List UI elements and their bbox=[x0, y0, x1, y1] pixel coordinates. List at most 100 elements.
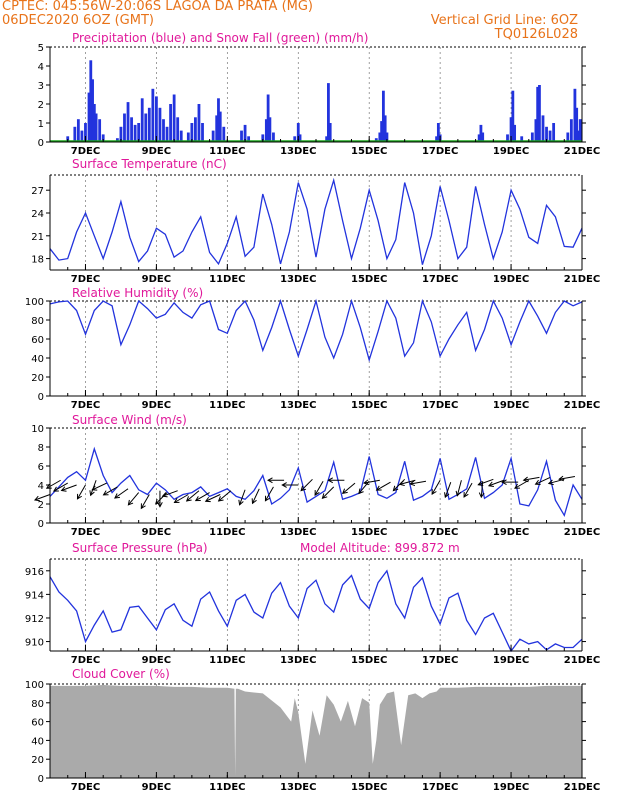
precip-bar bbox=[548, 130, 552, 142]
precip-bar bbox=[123, 113, 126, 142]
wind-arrow-head bbox=[157, 502, 163, 508]
wind-arrow bbox=[535, 476, 551, 485]
y-tick-label: 912 bbox=[25, 614, 44, 625]
precip-bar bbox=[328, 123, 332, 142]
wind-arrow bbox=[431, 480, 441, 495]
panel-3 bbox=[33, 427, 586, 524]
panel-title: Cloud Cover (%) bbox=[72, 667, 170, 681]
precip-bar bbox=[137, 123, 141, 142]
y-tick-label: 5 bbox=[38, 43, 44, 54]
precip-bar bbox=[186, 132, 190, 142]
x-tick-label: 9DEC bbox=[142, 655, 171, 666]
precip-bar bbox=[84, 123, 87, 142]
header-grid-note: Vertical Grid Line: 6OZ bbox=[430, 13, 578, 28]
x-tick-label: 19DEC bbox=[493, 400, 529, 411]
x-tick-label: 11DEC bbox=[209, 655, 245, 666]
header-code: TQ0126L028 bbox=[494, 27, 578, 42]
x-tick-label: 19DEC bbox=[493, 782, 529, 793]
wind-arrow bbox=[127, 492, 140, 506]
precip-bar bbox=[266, 94, 270, 142]
precip-bar bbox=[91, 79, 94, 142]
wind-arrow-head bbox=[76, 493, 82, 500]
precip-bar bbox=[130, 117, 133, 142]
wind-arrow-head bbox=[114, 493, 120, 499]
wind-arrow-head bbox=[89, 490, 95, 497]
x-tick-label: 21DEC bbox=[564, 146, 600, 157]
precip-bar bbox=[126, 102, 130, 142]
wind-arrow bbox=[456, 480, 462, 496]
y-tick-label: 914 bbox=[25, 590, 44, 601]
x-tick-label: 17DEC bbox=[422, 655, 458, 666]
x-tick-label: 21DEC bbox=[564, 655, 600, 666]
x-tick-label: 9DEC bbox=[142, 274, 171, 285]
x-tick-label: 13DEC bbox=[280, 146, 316, 157]
precip-bar bbox=[573, 88, 577, 142]
x-tick-label: 11DEC bbox=[209, 146, 245, 157]
wind-arrow-head bbox=[375, 485, 382, 491]
precip-bar bbox=[374, 138, 378, 142]
precip-bar bbox=[506, 134, 509, 142]
precip-bar bbox=[293, 136, 297, 142]
x-tick-label: 7DEC bbox=[71, 274, 100, 285]
y-tick-label: 80 bbox=[31, 699, 44, 710]
wind-arrow bbox=[162, 490, 178, 497]
y-tick-label: 3 bbox=[38, 81, 44, 92]
series-line bbox=[49, 177, 583, 266]
x-tick-label: 19DEC bbox=[493, 527, 529, 538]
y-tick-label: 10 bbox=[31, 424, 44, 435]
x-tick-label: 13DEC bbox=[280, 655, 316, 666]
wind-arrow bbox=[53, 482, 68, 492]
precip-bar bbox=[261, 134, 265, 142]
precip-bar bbox=[172, 94, 176, 142]
precip-bar bbox=[101, 134, 105, 142]
wind-arrow bbox=[174, 494, 189, 503]
precip-bar bbox=[268, 117, 272, 142]
precip-bar bbox=[151, 88, 155, 142]
x-tick-label: 7DEC bbox=[71, 400, 100, 411]
y-tick-label: 18 bbox=[31, 255, 44, 266]
x-tick-label: 11DEC bbox=[209, 782, 245, 793]
precip-bar bbox=[243, 124, 247, 142]
wind-arrow bbox=[300, 478, 313, 491]
wind-arrow-head bbox=[444, 492, 450, 499]
wind-arrow-head bbox=[102, 490, 109, 496]
wind-arrow-head bbox=[173, 497, 180, 504]
wind-arrow-head bbox=[264, 495, 270, 502]
y-tick-label: 0 bbox=[38, 774, 44, 785]
precip-bar bbox=[385, 132, 389, 142]
y-tick-label: 1 bbox=[38, 119, 44, 130]
wind-arrow-head bbox=[487, 481, 494, 487]
precip-bar bbox=[158, 107, 162, 142]
precip-bar bbox=[577, 130, 580, 142]
wind-arrow-head bbox=[534, 479, 541, 485]
precip-bar bbox=[378, 132, 382, 142]
wind-arrow bbox=[103, 486, 118, 496]
precip-bar bbox=[536, 86, 540, 142]
y-tick-label: 100 bbox=[25, 680, 44, 691]
wind-arrow bbox=[46, 479, 61, 489]
x-tick-label: 15DEC bbox=[351, 400, 387, 411]
wind-arrow bbox=[322, 486, 335, 499]
precip-bar bbox=[520, 136, 524, 142]
panel-title: Relative Humidity (%) bbox=[72, 286, 203, 300]
wind-arrow-head bbox=[522, 476, 529, 483]
precip-bar bbox=[511, 90, 515, 142]
panel-title: Precipitation (blue) and Snow Fall (gree… bbox=[72, 31, 368, 45]
wind-arrow-head bbox=[477, 480, 484, 487]
y-tick-label: 20 bbox=[31, 755, 44, 766]
y-tick-label: 0 bbox=[38, 138, 44, 149]
wind-arrow-head bbox=[514, 483, 520, 489]
precip-bar bbox=[190, 123, 194, 142]
wind-arrow bbox=[363, 479, 380, 484]
precip-bar bbox=[94, 113, 98, 142]
x-tick-label: 21DEC bbox=[564, 527, 600, 538]
precip-bar bbox=[215, 115, 219, 142]
y-tick-label: 24 bbox=[31, 209, 44, 220]
wind-arrow bbox=[34, 494, 51, 501]
precip-bar bbox=[240, 130, 243, 142]
x-tick-label: 15DEC bbox=[351, 527, 387, 538]
precip-bar bbox=[569, 119, 573, 142]
wind-arrow-head bbox=[217, 496, 224, 502]
precip-bar bbox=[179, 130, 183, 142]
